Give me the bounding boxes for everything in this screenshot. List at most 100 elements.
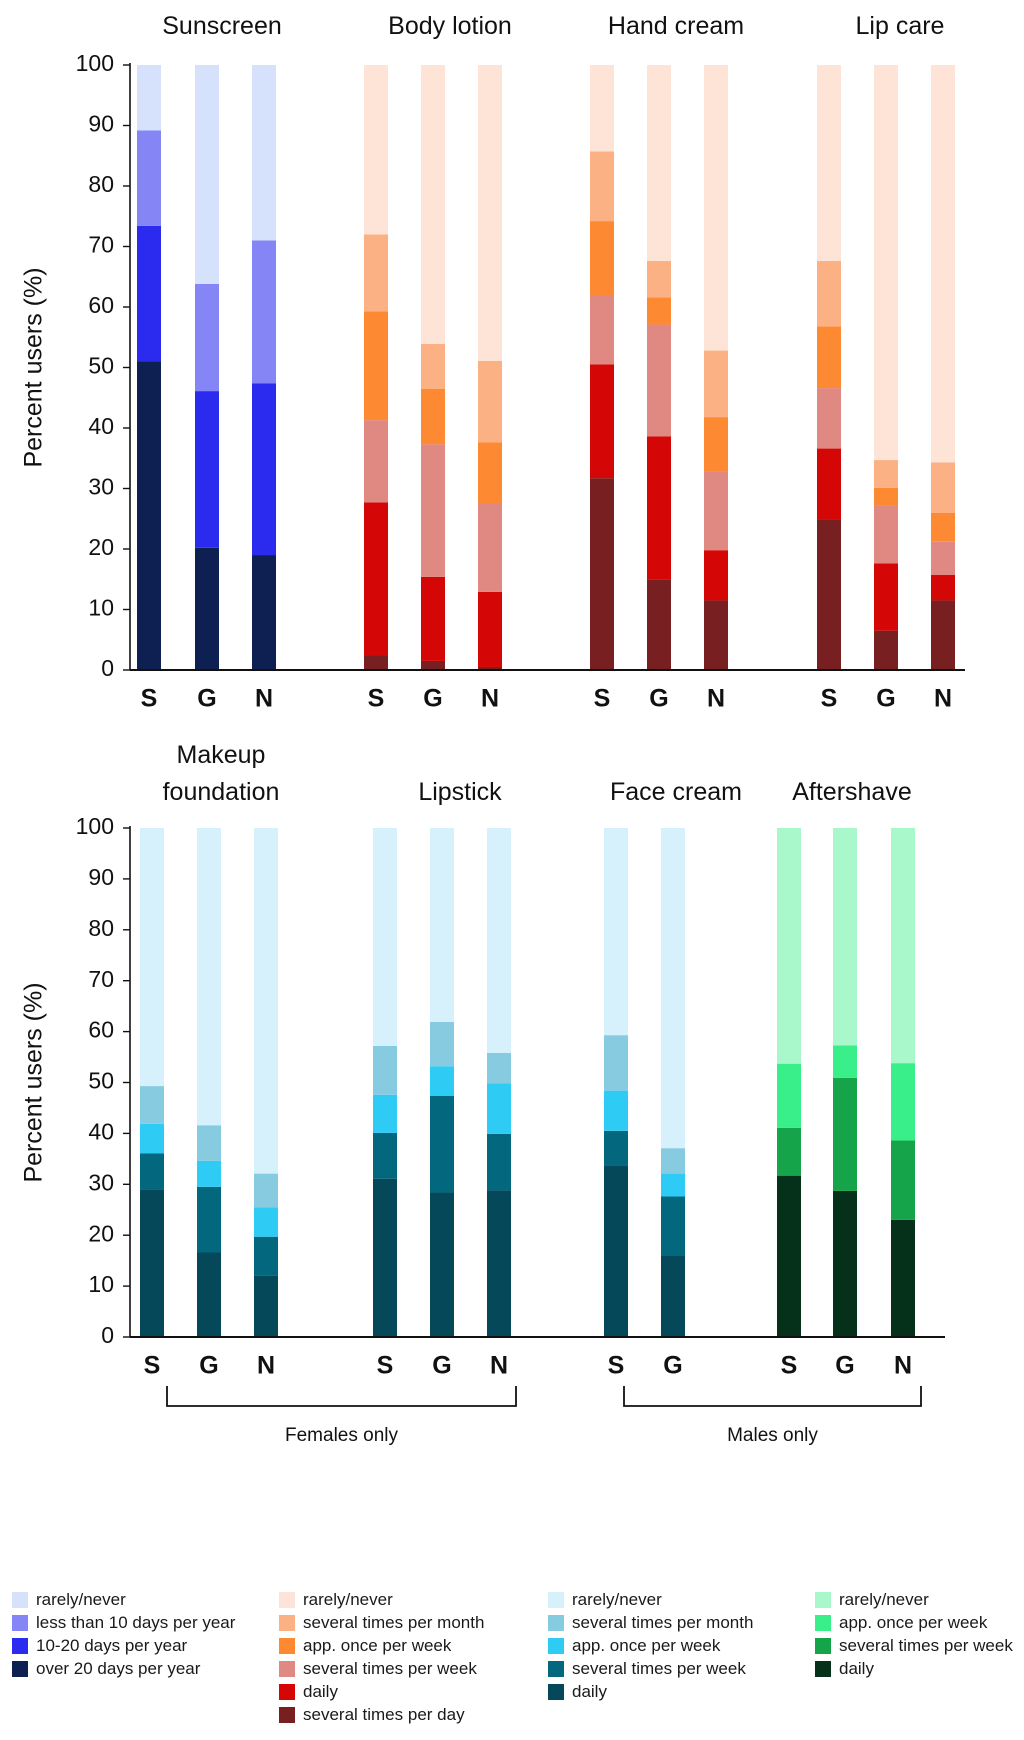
y-tick-label: 40 <box>88 1118 114 1144</box>
bar-segment-n-less-than-10-days-per-year <box>252 240 276 384</box>
bar-segment-g-daily <box>197 1252 221 1337</box>
legend-swatch <box>279 1660 295 1677</box>
bar-segment-n-rarely-never <box>487 828 511 1053</box>
bar-segment-g-several-times-per-week <box>874 505 898 564</box>
bar-segment-s-several-times-per-month <box>364 234 388 312</box>
bar-segment-n-several-times-per-week <box>478 503 502 592</box>
group-title: Sunscreen <box>162 12 282 40</box>
y-axis-title: Percent users (%) <box>20 267 48 467</box>
bar-segment-n-rarely-never <box>254 828 278 1174</box>
bar-segment-s-rarely-never <box>373 828 397 1046</box>
bracket-label: Males only <box>727 1425 818 1446</box>
y-tick-label: 50 <box>88 1068 114 1094</box>
bar-segment-g-daily <box>421 576 445 661</box>
x-category-label: N <box>934 685 952 713</box>
y-tick-label: 90 <box>88 111 114 137</box>
legend-label: rarely/never <box>303 1589 393 1609</box>
y-tick-label: 100 <box>76 50 114 76</box>
legend-item-over-20-days-per-year: over 20 days per year <box>12 1657 235 1680</box>
x-category-label: S <box>608 1352 625 1380</box>
bar-segment-g-several-times-per-week <box>197 1186 221 1253</box>
bar-segment-s-rarely-never <box>137 65 161 131</box>
bar-segment-g-app-once-per-week <box>430 1066 454 1096</box>
bar-segment-n-rarely-never <box>478 65 502 361</box>
bar-group-aftershave: S G N Aftershave <box>777 778 915 1380</box>
legend-label: several times per week <box>572 1658 746 1678</box>
x-category-label: S <box>377 1352 394 1380</box>
bar-segment-n-rarely-never <box>704 65 728 351</box>
group-title-line: Makeup <box>177 741 266 769</box>
legend-item-app-once-per-week: app. once per week <box>548 1634 753 1657</box>
legend-item-rarely-never: rarely/never <box>12 1588 235 1611</box>
x-category-label: S <box>781 1352 798 1380</box>
legend-label: rarely/never <box>572 1589 662 1609</box>
y-tick-label: 80 <box>88 915 114 941</box>
x-category-label: N <box>490 1352 508 1380</box>
bar-segment-g-over-20-days-per-year <box>195 547 219 670</box>
bar-segment-n-app-once-per-week <box>704 417 728 472</box>
bar-group-hand-cream: S G N Hand cream <box>590 12 744 713</box>
legend-swatch <box>815 1637 831 1654</box>
bar-segment-g-several-times-per-month <box>197 1125 221 1161</box>
x-category-label: N <box>707 685 725 713</box>
legend-item-app-once-per-week: app. once per week <box>815 1611 1020 1634</box>
bar-segment-n-over-20-days-per-year <box>252 555 276 670</box>
bar-segment-g-rarely-never <box>833 828 857 1046</box>
legend-item-several-times-per-month: several times per month <box>548 1611 753 1634</box>
bar-segment-g-daily <box>647 436 671 580</box>
bar-segment-g-app-once-per-week <box>197 1160 221 1187</box>
bar-segment-n-daily <box>891 1219 915 1337</box>
bracket-label: Females only <box>285 1425 398 1446</box>
x-category-label: N <box>481 685 499 713</box>
bracket-line <box>166 1386 517 1407</box>
y-tick-label: 20 <box>88 1220 114 1246</box>
y-tick-label: 0 <box>101 1322 114 1348</box>
bar-segment-n-daily <box>478 591 502 667</box>
bar-segment-n-rarely-never <box>891 828 915 1064</box>
bar-segment-g-several-times-per-week <box>421 444 445 577</box>
bar-group-body-lotion: S G N Body lotion <box>364 12 512 713</box>
bar-segment-g-rarely-never <box>197 828 221 1126</box>
bar-segment-s-app-once-per-week <box>817 326 841 389</box>
legend-item-several-times-per-week: several times per week <box>279 1657 484 1680</box>
x-category-label: N <box>894 1352 912 1380</box>
x-category-label: S <box>141 685 158 713</box>
bar-segment-s-daily <box>817 448 841 520</box>
bar-segment-n-several-times-per-month <box>931 462 955 513</box>
bar-segment-g-several-times-per-week <box>647 324 671 437</box>
y-tick-label: 10 <box>88 595 114 621</box>
legend-label: app. once per week <box>303 1635 452 1655</box>
bar-segment-s-several-times-per-month <box>140 1086 164 1124</box>
bracket-males-only: Males only <box>623 1386 922 1446</box>
bar-segment-g-several-times-per-week <box>430 1095 454 1193</box>
x-category-label: G <box>876 685 895 713</box>
legend-swatch <box>548 1614 564 1631</box>
bar-segment-n-several-times-per-day <box>478 666 502 670</box>
legend-item-app-once-per-week: app. once per week <box>279 1634 484 1657</box>
bar-segment-s-app-once-per-week <box>604 1090 628 1131</box>
bar-segment-n-several-times-per-month <box>478 360 502 443</box>
legend-swatch <box>279 1706 295 1723</box>
y-tick-label: 30 <box>88 474 114 500</box>
legend-swatch <box>548 1591 564 1608</box>
legend-swatch <box>12 1591 28 1608</box>
bar-segment-s-daily <box>140 1189 164 1337</box>
bar-segment-s-rarely-never <box>364 65 388 235</box>
x-category-label: G <box>197 685 216 713</box>
legend-swatch <box>279 1637 295 1654</box>
legend-label: 10-20 days per year <box>36 1635 188 1655</box>
bar-segment-g-less-than-10-days-per-year <box>195 284 219 392</box>
bar-segment-s-daily <box>590 364 614 479</box>
bar-segment-g-several-times-per-month <box>661 1148 685 1174</box>
legend-item-several-times-per-day: several times per day <box>279 1703 484 1726</box>
y-tick-label: 70 <box>88 966 114 992</box>
x-category-label: S <box>368 685 385 713</box>
y-tick-label: 60 <box>88 292 114 318</box>
bar-segment-n-several-times-per-month <box>704 350 728 418</box>
legend-item-several-times-per-month: several times per month <box>279 1611 484 1634</box>
bar-segment-g-app-once-per-week <box>833 1045 857 1078</box>
bar-segment-s-several-times-per-week <box>604 1130 628 1166</box>
bar-segment-g-rarely-never <box>421 65 445 344</box>
bar-segment-n-several-times-per-month <box>254 1173 278 1208</box>
